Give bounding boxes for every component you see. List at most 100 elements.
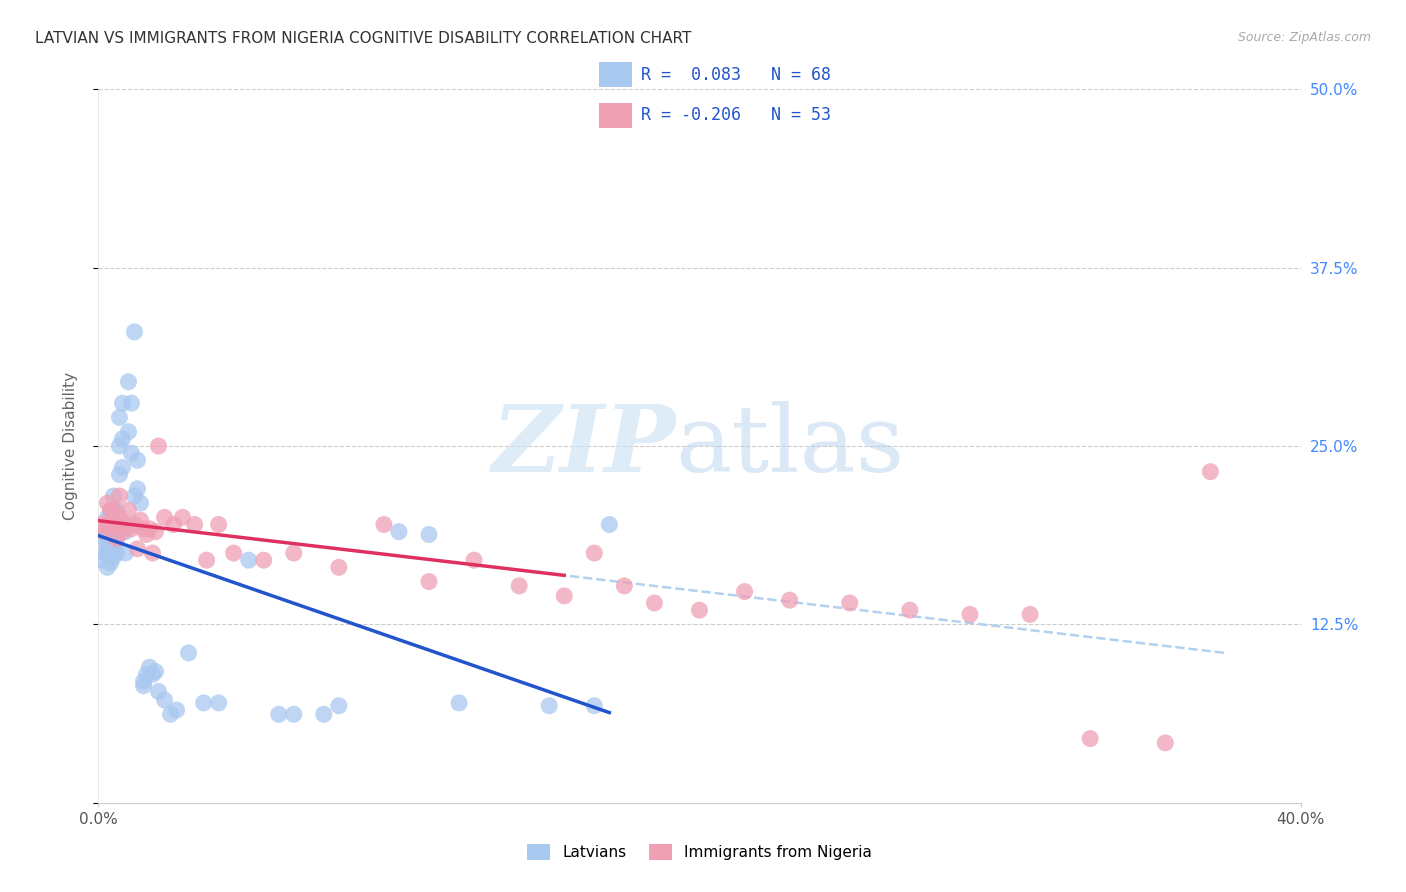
Point (114, 546, 136, 560)
Point (1154, 736, 1177, 750)
Point (328, 698, 350, 713)
Point (208, 696, 231, 710)
Legend: Latvians, Immigrants from Nigeria: Latvians, Immigrants from Nigeria (520, 838, 879, 866)
Point (124, 517, 146, 532)
Point (959, 607, 981, 622)
Point (108, 489, 131, 503)
Point (138, 660, 160, 674)
Point (779, 593, 801, 607)
Point (127, 482, 149, 496)
Bar (599, 62, 631, 87)
Point (93, 524, 115, 539)
Point (838, 596, 860, 610)
Point (328, 560, 350, 574)
Point (105, 546, 128, 560)
Point (114, 517, 136, 532)
Point (195, 553, 218, 567)
Point (583, 546, 606, 560)
Point (105, 517, 128, 532)
Point (96, 510, 118, 524)
Point (689, 603, 711, 617)
Point (418, 574, 440, 589)
Point (100, 503, 122, 517)
Point (100, 539, 122, 553)
Point (117, 503, 139, 517)
Point (121, 396, 143, 410)
Point (111, 396, 134, 410)
Point (583, 698, 606, 713)
Point (103, 550, 125, 565)
Point (1199, 465, 1222, 479)
Point (373, 517, 395, 532)
Point (111, 524, 134, 539)
Point (105, 503, 128, 517)
Point (96, 517, 118, 532)
Point (267, 707, 290, 722)
Point (100, 517, 122, 532)
Point (162, 517, 184, 532)
Point (93, 546, 115, 560)
Point (108, 439, 131, 453)
Point (1019, 607, 1042, 622)
Point (129, 513, 152, 527)
Point (141, 667, 163, 681)
Point (148, 439, 170, 453)
Point (238, 553, 260, 567)
Point (100, 546, 122, 560)
Point (132, 674, 155, 689)
Point (100, 556, 122, 570)
Point (135, 667, 157, 681)
Point (96, 532, 118, 546)
Point (121, 446, 143, 460)
Point (108, 510, 131, 524)
Point (103, 517, 125, 532)
Point (96, 539, 118, 553)
Point (96, 496, 118, 510)
Point (121, 522, 143, 536)
Point (93, 524, 115, 539)
Point (177, 646, 200, 660)
Point (388, 524, 411, 539)
Point (166, 703, 188, 717)
Bar (599, 103, 631, 128)
Point (114, 524, 136, 539)
Point (103, 503, 125, 517)
Point (103, 539, 125, 553)
Text: atlas: atlas (675, 401, 904, 491)
Text: LATVIAN VS IMMIGRANTS FROM NIGERIA COGNITIVE DISABILITY CORRELATION CHART: LATVIAN VS IMMIGRANTS FROM NIGERIA COGNI… (35, 31, 692, 46)
Point (135, 527, 157, 541)
Point (103, 517, 125, 532)
Point (129, 496, 152, 510)
Point (105, 532, 128, 546)
Point (222, 546, 245, 560)
Point (1078, 731, 1101, 746)
Point (153, 693, 176, 707)
Point (141, 546, 163, 560)
Point (117, 375, 139, 389)
Point (127, 453, 149, 467)
Point (108, 467, 131, 482)
Point (127, 541, 149, 556)
Text: Source: ZipAtlas.com: Source: ZipAtlas.com (1237, 31, 1371, 45)
Point (172, 510, 194, 524)
Point (124, 489, 146, 503)
Point (108, 410, 131, 425)
Point (138, 522, 160, 536)
Y-axis label: Cognitive Disability: Cognitive Disability (63, 372, 77, 520)
Point (132, 679, 155, 693)
Point (898, 603, 921, 617)
Text: ZIP: ZIP (491, 401, 675, 491)
Point (96, 560, 118, 574)
Point (598, 517, 620, 532)
Point (613, 579, 636, 593)
Point (103, 503, 125, 517)
Point (734, 584, 756, 599)
Point (90, 553, 112, 567)
Point (183, 517, 205, 532)
Point (208, 517, 231, 532)
Text: R =  0.083   N = 68: R = 0.083 N = 68 (641, 66, 831, 84)
Point (96, 546, 118, 560)
Text: R = -0.206   N = 53: R = -0.206 N = 53 (641, 106, 831, 124)
Point (643, 596, 665, 610)
Point (312, 707, 335, 722)
